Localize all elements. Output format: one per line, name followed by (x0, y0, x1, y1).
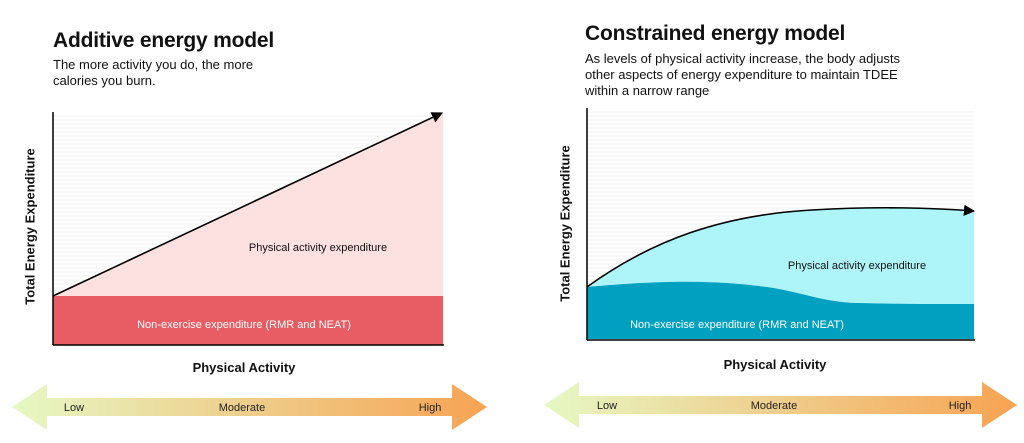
scale-moderate-label: Moderate (219, 402, 265, 414)
additive-x-axis-label: Physical Activity (192, 360, 296, 375)
upper-region-label: Physical activity expenditure (249, 242, 387, 254)
activity-scale-arrow (12, 384, 487, 430)
constrained-subtitle: As levels of physical activity increase,… (585, 51, 901, 98)
scale-high-label: High (419, 402, 442, 414)
lower-region-label: Non-exercise expenditure (RMR and NEAT) (137, 319, 351, 331)
additive-subtitle: The more activity you do, the more calor… (53, 57, 254, 88)
constrained-model-panel: Constrained energy model As levels of ph… (512, 0, 1024, 443)
constrained-y-axis-label: Total Energy Expenditure (557, 145, 573, 302)
non-exercise-region (53, 296, 443, 345)
scale-low-label: Low (64, 402, 84, 414)
tee-curve (586, 204, 976, 288)
additive-chart: Physical activity expenditure Non-exerci… (12, 112, 487, 430)
lower-region-label: Non-exercise expenditure (RMR and NEAT) (630, 319, 844, 331)
non-exercise-region (587, 281, 974, 339)
additive-model-panel: Additive energy model The more activity … (12, 29, 487, 430)
constrained-title: Constrained energy model (585, 22, 846, 45)
additive-y-axis-label: Total Energy Expenditure (22, 148, 38, 305)
tee-line (52, 112, 444, 297)
additive-title: Additive energy model (53, 29, 275, 52)
constrained-chart: Physical activity expenditure Non-exerci… (544, 108, 1017, 428)
scale-moderate-label: Moderate (751, 400, 797, 412)
constrained-x-axis-label: Physical Activity (723, 357, 827, 372)
scale-low-label: Low (597, 400, 617, 412)
upper-region-label: Physical activity expenditure (788, 260, 926, 272)
physical-activity-region (587, 207, 974, 304)
activity-scale-arrow (544, 382, 1017, 428)
scale-high-label: High (949, 400, 972, 412)
